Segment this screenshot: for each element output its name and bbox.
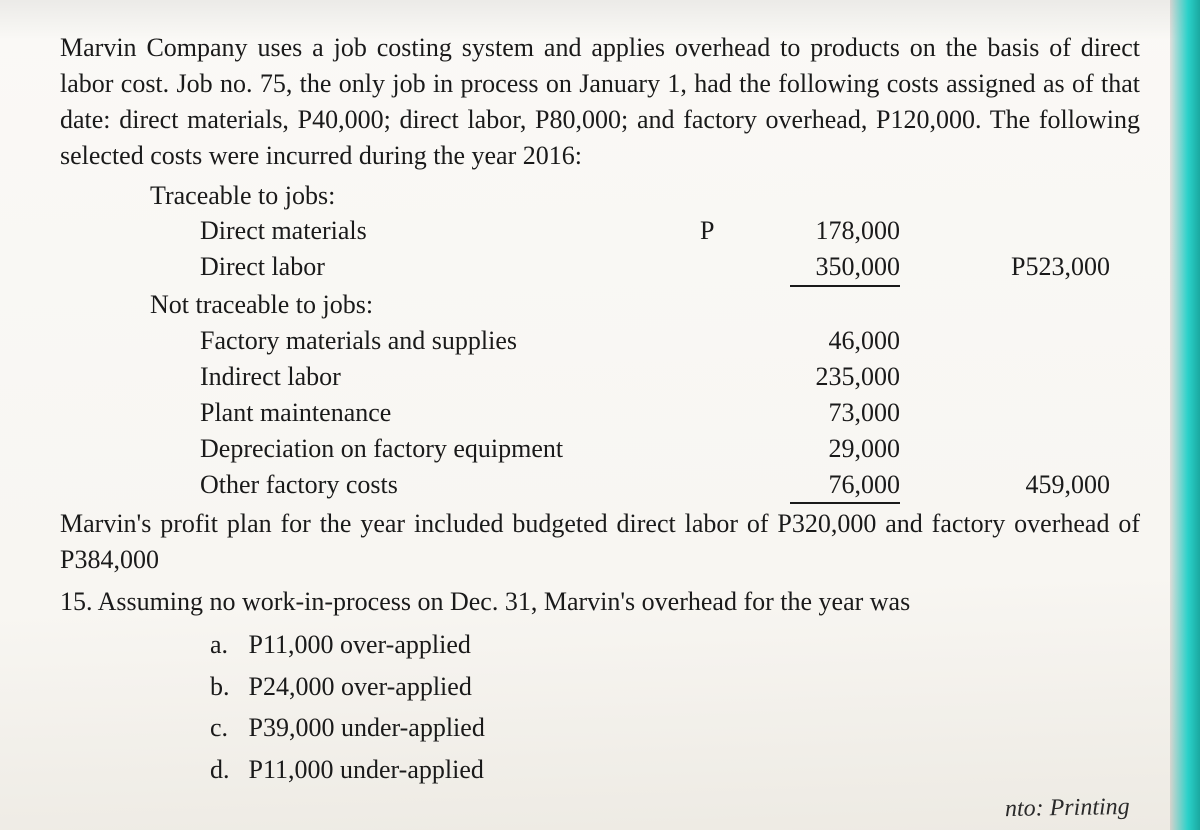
amount-factory-materials: 46,000 xyxy=(730,323,910,359)
option-a: a. P11,000 over-applied xyxy=(210,624,1140,666)
not-traceable-header-row: Not traceable to jobs: xyxy=(60,287,1140,323)
question-text: 15. Assuming no work-in-process on Dec. … xyxy=(60,584,1140,620)
traceable-header: Traceable to jobs: xyxy=(150,178,335,214)
option-text: P24,000 over-applied xyxy=(249,672,472,701)
subtotal-traceable: P523,000 xyxy=(910,249,1140,285)
label-direct-labor: Direct labor xyxy=(200,249,325,285)
option-letter: d. xyxy=(210,749,242,791)
option-letter: c. xyxy=(210,707,242,749)
option-text: P11,000 under-applied xyxy=(249,755,484,784)
textbook-page: Marvin Company uses a job costing system… xyxy=(0,0,1200,830)
line-plant-maintenance: Plant maintenance 73,000 xyxy=(60,395,1140,431)
amount-indirect-labor: 235,000 xyxy=(730,359,910,395)
option-d: d. P11,000 under-applied xyxy=(210,749,1140,791)
subtotal-not-traceable: 459,000 xyxy=(910,467,1140,503)
amount-direct-materials: P 178,000 xyxy=(730,213,910,249)
option-text: P11,000 over-applied xyxy=(249,630,471,659)
label-indirect-labor: Indirect labor xyxy=(200,359,341,395)
label-depreciation: Depreciation on factory equipment xyxy=(200,431,563,467)
option-b: b. P24,000 over-applied xyxy=(210,666,1140,708)
not-traceable-header: Not traceable to jobs: xyxy=(150,287,373,323)
option-c: c. P39,000 under-applied xyxy=(210,707,1140,749)
label-plant-maintenance: Plant maintenance xyxy=(200,395,391,431)
label-direct-materials: Direct materials xyxy=(200,213,367,249)
label-factory-materials: Factory materials and supplies xyxy=(200,323,517,359)
option-text: P39,000 under-applied xyxy=(249,713,485,742)
line-factory-materials: Factory materials and supplies 46,000 xyxy=(60,323,1140,359)
footer-fragment: nto: Printing xyxy=(1005,794,1130,823)
amount-depreciation: 29,000 xyxy=(730,431,910,467)
label-other-factory: Other factory costs xyxy=(200,467,398,503)
line-direct-materials: Direct materials P 178,000 xyxy=(60,213,1140,249)
option-letter: a. xyxy=(210,624,242,666)
currency-prefix: P xyxy=(700,213,714,249)
options-list: a. P11,000 over-applied b. P24,000 over-… xyxy=(60,624,1140,790)
line-other-factory: Other factory costs 76,000 459,000 xyxy=(60,467,1140,505)
traceable-header-row: Traceable to jobs: xyxy=(60,178,1140,214)
line-indirect-labor: Indirect labor 235,000 xyxy=(60,359,1140,395)
intro-paragraph: Marvin Company uses a job costing system… xyxy=(60,30,1140,174)
amount-direct-labor: 350,000 xyxy=(730,249,910,287)
line-depreciation: Depreciation on factory equipment 29,000 xyxy=(60,431,1140,467)
option-letter: b. xyxy=(210,666,242,708)
amount-other-factory: 76,000 xyxy=(730,467,910,505)
followup-paragraph: Marvin's profit plan for the year includ… xyxy=(60,506,1140,578)
amount-plant-maintenance: 73,000 xyxy=(730,395,910,431)
line-direct-labor: Direct labor 350,000 P523,000 xyxy=(60,249,1140,287)
